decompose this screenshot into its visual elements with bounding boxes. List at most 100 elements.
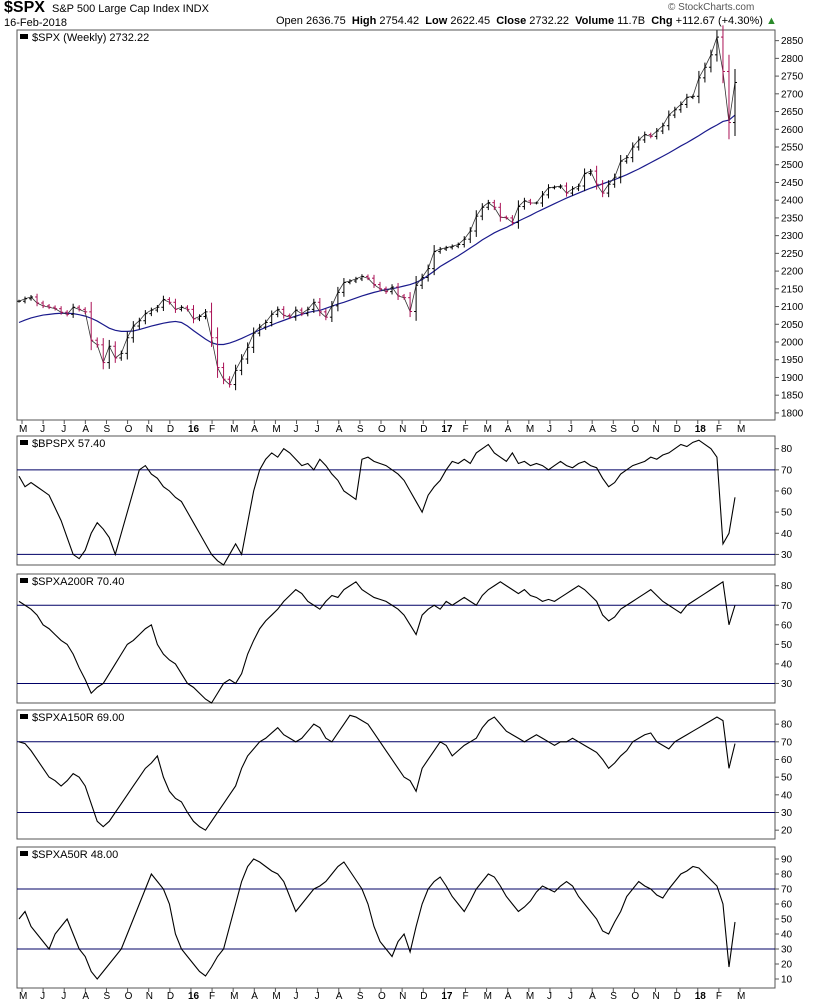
x-month-label-bottom: M — [484, 991, 492, 1000]
x-month-label-bottom: J — [40, 991, 45, 1000]
quote-close: 2732.22 — [529, 15, 570, 27]
x-month-label-top: M — [230, 424, 238, 435]
y-tick-label: 2800 — [781, 54, 804, 65]
x-month-label-bottom: 17 — [441, 991, 453, 1000]
y-tick-label: 2500 — [781, 160, 804, 171]
chart-date: 16-Feb-2018 — [4, 17, 67, 29]
x-month-label-top: F — [716, 424, 722, 435]
x-month-label-bottom: J — [61, 991, 66, 1000]
x-month-label-top: J — [568, 424, 573, 435]
y-tick-label: 2550 — [781, 143, 804, 154]
legend-swatch-icon — [20, 34, 28, 39]
x-month-label-top: N — [653, 424, 660, 435]
y-tick-label: 70 — [781, 465, 793, 476]
panel-title: $SPXA150R 69.00 — [32, 712, 124, 724]
x-month-label-top: A — [589, 424, 596, 435]
y-tick-label: 70 — [781, 885, 793, 896]
x-month-label-top: F — [209, 424, 215, 435]
quote-change: +112.67 (+4.30%) — [675, 15, 763, 27]
y-tick-label: 70 — [781, 737, 793, 748]
x-month-label-top: J — [315, 424, 320, 435]
quote-open: 2636.75 — [305, 15, 346, 27]
x-month-label-top: A — [251, 424, 258, 435]
y-tick-label: 80 — [781, 444, 793, 455]
panel-1: 30 40 50 60 70 80 $BPSPX 57.40 — [16, 435, 793, 566]
y-tick-label: 2150 — [781, 284, 804, 295]
indicator-line — [18, 714, 736, 831]
y-tick-label: 40 — [781, 659, 793, 670]
y-tick-label: 80 — [781, 870, 793, 881]
y-tick-label: 50 — [781, 508, 793, 519]
y-tick-label: 2200 — [781, 267, 804, 278]
y-tick-label: 1800 — [781, 408, 804, 419]
legend-swatch-icon — [20, 578, 28, 583]
y-tick-label: 60 — [781, 486, 793, 497]
moving-average-line — [18, 114, 736, 346]
y-tick-label: 50 — [781, 640, 793, 651]
x-month-label-bottom: J — [547, 991, 552, 1000]
y-tick-label: 30 — [781, 679, 793, 690]
y-tick-label: 60 — [781, 755, 793, 766]
y-tick-label: 30 — [781, 945, 793, 956]
panel-frame — [16, 846, 776, 989]
panel-title: $SPX (Weekly) 2732.22 — [32, 32, 149, 44]
y-tick-label: 80 — [781, 581, 793, 592]
y-tick-label: 30 — [781, 808, 793, 819]
y-tick-label: 80 — [781, 720, 793, 731]
x-month-label-bottom: M — [19, 991, 27, 1000]
y-tick-label: 2350 — [781, 213, 804, 224]
y-tick-label: 2450 — [781, 178, 804, 189]
x-month-label-bottom: M — [272, 991, 280, 1000]
quote-volume: 11.7B — [617, 15, 646, 27]
x-month-label-top: J — [40, 424, 45, 435]
y-tick-label: 2250 — [781, 249, 804, 260]
x-month-label-bottom: D — [420, 991, 427, 1000]
panel-title: $SPXA200R 70.40 — [32, 576, 124, 588]
x-month-label-bottom: O — [378, 991, 386, 1000]
x-month-label-top: M — [19, 424, 27, 435]
x-month-label-bottom: O — [125, 991, 133, 1000]
y-tick-label: 60 — [781, 620, 793, 631]
y-tick-label: 2300 — [781, 231, 804, 242]
x-month-label-top: A — [82, 424, 89, 435]
x-month-label-bottom: J — [315, 991, 320, 1000]
x-month-label-bottom: S — [610, 991, 617, 1000]
x-month-label-top: M — [737, 424, 745, 435]
y-tick-label: 20 — [781, 960, 793, 971]
y-tick-label: 60 — [781, 900, 793, 911]
x-month-label-top: S — [103, 424, 110, 435]
x-month-label-bottom: J — [294, 991, 299, 1000]
panel-frame — [16, 29, 776, 421]
x-month-label-bottom: A — [589, 991, 596, 1000]
x-month-label-top: M — [526, 424, 534, 435]
y-tick-label: 50 — [781, 915, 793, 926]
x-month-label-top: S — [610, 424, 617, 435]
panel-0: 1800 1850 1900 1950 2000 2050 2100 2150 2200 2250… — [16, 25, 804, 421]
panel-frame — [16, 573, 776, 704]
x-month-label-bottom: F — [462, 991, 468, 1000]
x-month-label-bottom: S — [357, 991, 364, 1000]
legend-swatch-icon — [20, 851, 28, 856]
x-month-label-bottom: A — [505, 991, 512, 1000]
quote-high: 2754.42 — [379, 15, 420, 27]
x-month-label-bottom: A — [82, 991, 89, 1000]
y-tick-label: 2050 — [781, 320, 804, 331]
x-month-label-top: O — [378, 424, 386, 435]
stockcharts-credit: © StockCharts.com — [668, 2, 755, 13]
x-month-label-bottom: M — [230, 991, 238, 1000]
x-month-label-bottom: D — [167, 991, 174, 1000]
x-month-label-bottom: F — [716, 991, 722, 1000]
panel-4: 10 20 30 40 50 60 70 80 90 $SPXA50R 48.00 — [16, 846, 793, 989]
indicator-line — [18, 580, 736, 704]
x-month-label-top: A — [505, 424, 512, 435]
x-month-label-top: J — [294, 424, 299, 435]
x-month-label-bottom: N — [399, 991, 406, 1000]
x-month-label-top: D — [674, 424, 681, 435]
x-month-label-bottom: A — [251, 991, 258, 1000]
x-month-label-top: D — [167, 424, 174, 435]
y-tick-label: 20 — [781, 826, 793, 837]
y-tick-label: 2400 — [781, 196, 804, 207]
panel-frame — [16, 709, 776, 840]
x-month-label-bottom: A — [336, 991, 343, 1000]
